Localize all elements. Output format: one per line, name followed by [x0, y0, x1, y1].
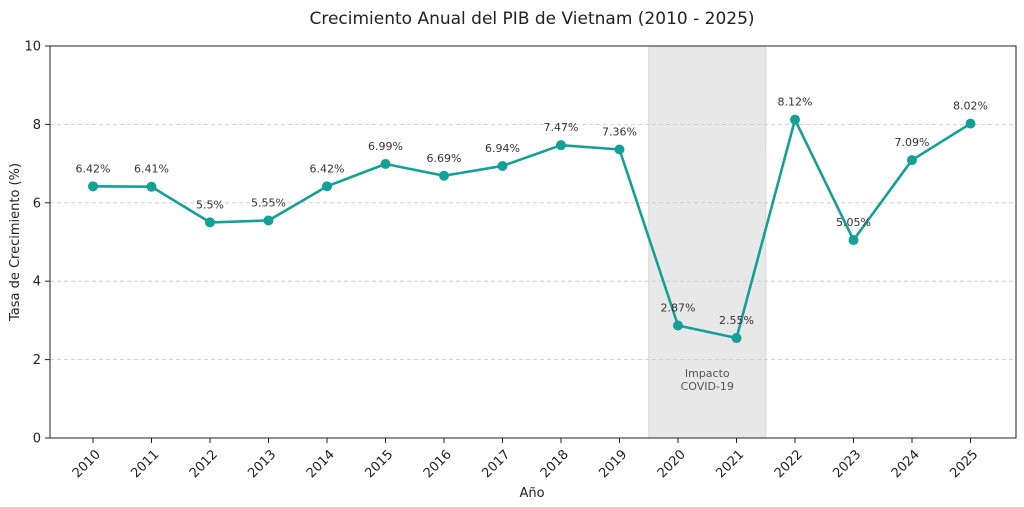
x-tick-label: 2014 — [304, 447, 338, 481]
y-tick-label: 8 — [33, 118, 41, 133]
y-tick-label: 0 — [33, 432, 41, 447]
y-tick-label: 4 — [33, 275, 41, 290]
data-point — [731, 333, 742, 344]
data-point — [263, 215, 274, 226]
data-point — [88, 181, 98, 192]
grid-layer — [50, 124, 1016, 361]
x-tick-label: 2013 — [245, 447, 279, 481]
data-point — [790, 114, 800, 125]
data-label: 2.87% — [661, 301, 696, 314]
series-line — [92, 118, 972, 340]
x-tick-label: 2012 — [187, 447, 221, 481]
x-tick-label: 2022 — [772, 447, 806, 481]
plot-frame — [49, 45, 1017, 439]
data-point — [380, 158, 391, 169]
x-tick-label: 2025 — [947, 447, 981, 481]
data-label: 5.05% — [836, 216, 871, 229]
data-label: 5.5% — [196, 198, 224, 211]
x-tick-label: 2011 — [128, 447, 162, 481]
shaded-region-label-line: COVID-19 — [681, 380, 734, 393]
data-label: 6.94% — [485, 142, 520, 155]
data-label: 7.09% — [895, 136, 930, 149]
data-point — [907, 155, 917, 166]
y-tick-label: 2 — [33, 353, 41, 368]
chart-title: Crecimiento Anual del PIB de Vietnam (20… — [309, 9, 754, 29]
y-axis-label: Tasa de Crecimiento (%) — [8, 163, 23, 322]
data-label: 2.55% — [719, 314, 754, 327]
data-point — [322, 181, 332, 192]
x-tick-label: 2010 — [70, 447, 104, 481]
data-label: 5.55% — [251, 196, 286, 209]
data-point — [439, 170, 449, 181]
shaded-region-label-line: Impacto — [685, 367, 730, 380]
data-label: 6.41% — [134, 163, 169, 176]
data-point — [848, 235, 859, 246]
y-axis-ticks: 0 2 4 6 8 10 — [24, 40, 50, 447]
series-layer — [88, 114, 976, 344]
data-label: 8.12% — [778, 96, 813, 109]
data-point — [965, 118, 976, 129]
x-tick-label: 2016 — [421, 447, 455, 481]
data-point — [614, 144, 625, 155]
x-tick-label: 2015 — [362, 447, 396, 481]
data-label: 6.69% — [427, 152, 462, 165]
x-axis-label: Año — [519, 486, 544, 501]
x-tick-label: 2017 — [479, 447, 513, 481]
data-point — [205, 217, 215, 228]
x-tick-label: 2020 — [655, 447, 689, 481]
data-label: 7.47% — [544, 121, 579, 134]
x-tick-label: 2023 — [830, 447, 864, 481]
x-tick-label: 2018 — [538, 447, 572, 481]
x-tick-label: 2019 — [596, 447, 630, 481]
y-tick-label: 10 — [24, 40, 41, 55]
data-point — [497, 160, 508, 171]
data-label-layer: 6.42% 6.41% 5.5% 5.55% 6.42% 6.99% 6.69% 6.94% 7… — [76, 96, 988, 327]
data-label: 6.99% — [368, 140, 403, 153]
data-label: 7.36% — [602, 125, 637, 138]
x-tick-label: 2024 — [889, 447, 923, 481]
data-point — [146, 181, 157, 192]
x-tick-label: 2021 — [713, 447, 747, 481]
covid-shaded-region — [648, 45, 767, 439]
data-point — [673, 320, 683, 331]
data-label: 8.02% — [953, 100, 988, 113]
data-label: 6.42% — [76, 162, 111, 175]
y-tick-label: 6 — [33, 196, 41, 211]
data-label: 6.42% — [310, 162, 345, 175]
data-point — [556, 140, 566, 151]
x-axis-ticks: 2010 2011 2012 2013 2014 2015 2016 2017 2018 2019… — [70, 438, 981, 481]
